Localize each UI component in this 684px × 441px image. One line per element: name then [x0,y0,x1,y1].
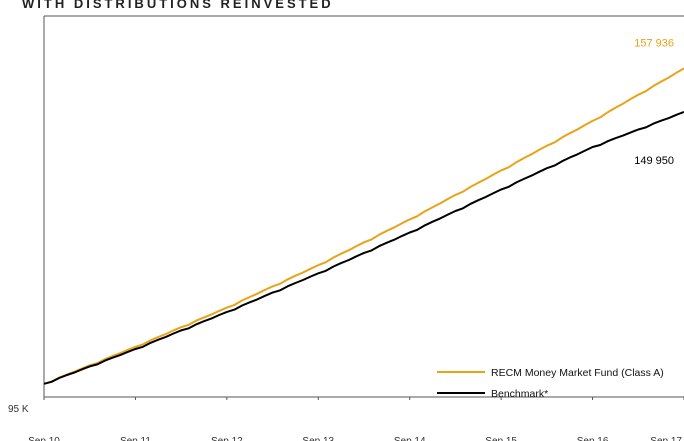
x-tick-label: Sep 11 [120,436,151,441]
chart-title: WITH DISTRIBUTIONS REINVESTED [22,0,334,11]
x-tick-label: Sep 16 [577,436,609,441]
series-line-benchmark [43,110,684,385]
legend-label: RECM Money Market Fund (Class A) [491,367,664,379]
series-layer: 157 936 149 950 [43,37,684,385]
legend-label: Benchmark* [491,388,548,400]
tick-layer: Sep 10 Sep 11 Sep 12 Sep 13 Sep 14 Sep 15 Sep … [8,397,684,441]
x-tick-label: Sep 15 [485,436,517,441]
chart-title-text: WITH DISTRIBUTIONS REINVESTED [22,0,334,11]
series-line-fund [43,67,684,385]
x-tick-label: Sep 14 [394,436,426,441]
y-tick-label: 95 K [8,404,29,415]
legend: RECM Money Market Fund (Class A) Benchmar… [437,367,664,400]
end-value-label: 157 936 [634,37,674,49]
x-tick-label: Sep 17 [650,436,682,441]
end-value-label: 149 950 [634,155,674,167]
x-tick-label: Sep 13 [302,436,334,441]
x-tick-label: Sep 12 [211,436,243,441]
plot-area [43,15,684,398]
x-tick-label: Sep 10 [28,436,60,441]
